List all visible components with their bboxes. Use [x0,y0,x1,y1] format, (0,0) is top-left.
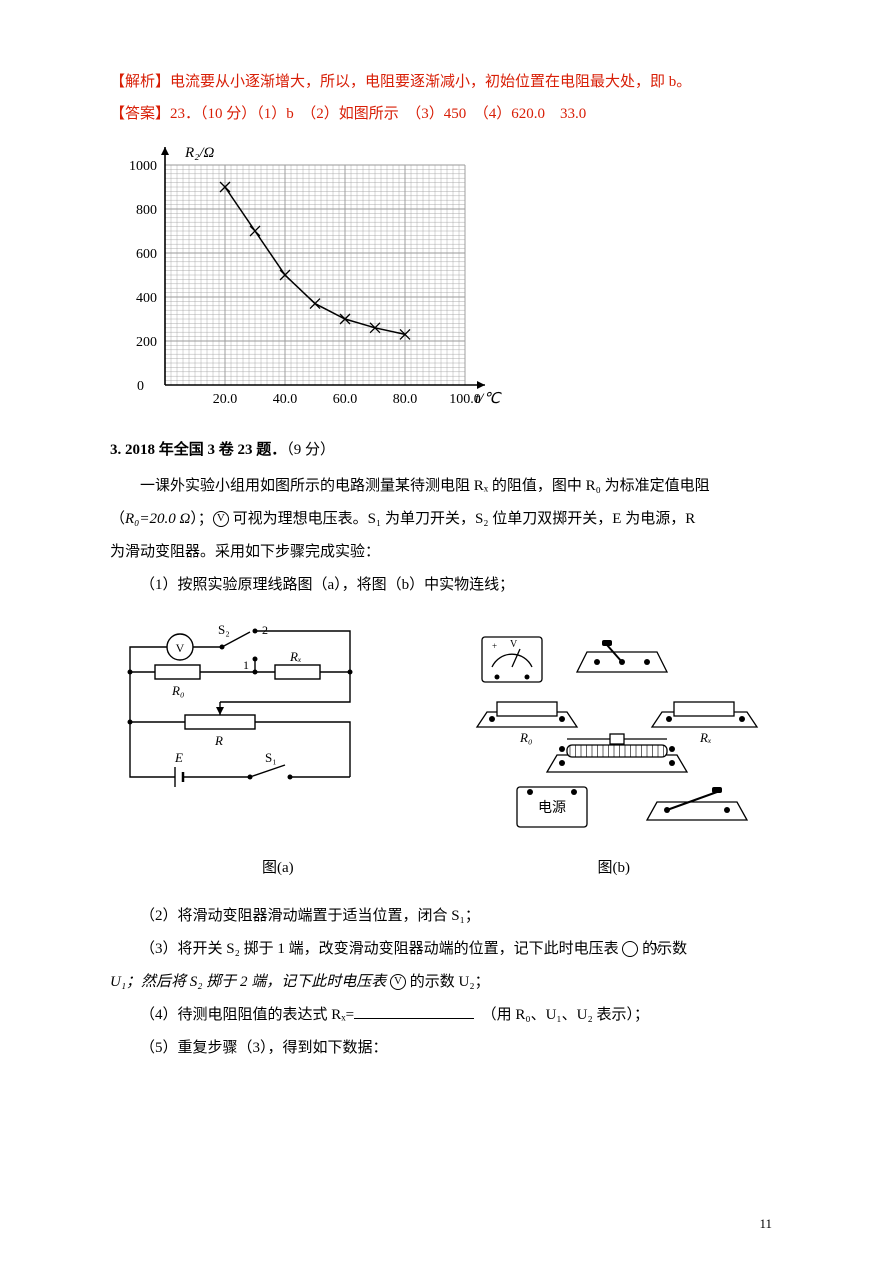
voltmeter-icon: V [622,941,638,957]
svg-text:400: 400 [136,291,157,306]
intro-line2: （R₀=20.0 Ω）；V 可视为理想电压表。S₁ 为单刀开关，S₂ 位单刀双掷… [110,503,782,536]
svg-text:0: 0 [137,379,144,394]
svg-text:200: 200 [136,335,157,350]
svg-text:S₁: S₁ [265,750,277,765]
diagram-row: V 2 1 S₂ R₀ Rₓ R E S₁ + V R₀ Rₓ 电源 [110,617,782,837]
svg-text:V: V [176,641,185,655]
problem-header: 3. 2018 年全国 3 卷 23 题． [110,442,286,458]
answer-line: 【答案】23．（10 分）（1）b （2）如图所示 （3）450 （4）620.… [110,102,782,128]
step4: （4）待测电阻阻值的表达式 Rₓ= （用 R₀、U₁、U₂ 表示）； [110,999,782,1032]
svg-text:R: R [214,733,223,748]
caption-b: 图(b) [598,852,631,885]
svg-text:1000: 1000 [129,159,157,174]
svg-text:t/℃: t/℃ [475,391,502,407]
svg-text:1: 1 [243,658,249,672]
intro-line3: 为滑动变阻器。采用如下步骤完成实验： [110,536,782,569]
answer-prefix: 【答案】 [110,106,170,122]
svg-text:+: + [492,641,497,651]
svg-text:40.0: 40.0 [273,392,298,407]
physical-diagram: + V R₀ Rₓ 电源 [462,617,782,837]
svg-text:Rₓ: Rₓ [699,730,712,745]
svg-text:2: 2 [262,623,268,637]
circuit-diagram: V 2 1 S₂ R₀ Rₓ R E S₁ [110,617,370,837]
step2: （2）将滑动变阻器滑动端置于适当位置，闭合 S₁； [110,900,782,933]
svg-text:R₂/Ω: R₂/Ω [184,145,215,161]
analysis-line: 【解析】电流要从小逐渐增大，所以，电阻要逐渐减小，初始位置在电阻最大处，即 b。 [110,70,782,96]
svg-text:20.0: 20.0 [213,392,238,407]
svg-text:80.0: 80.0 [393,392,418,407]
svg-text:电源: 电源 [538,800,566,816]
step1: （1）按照实验原理线路图（a），将图（b）中实物连线； [110,569,782,602]
rt-chart: 2004006008001000020.040.060.080.0100.0R₂… [110,135,782,430]
step5: （5）重复步骤（3），得到如下数据： [110,1032,782,1065]
page-number: 11 [759,1216,772,1232]
svg-text:S₂: S₂ [218,622,230,637]
svg-text:600: 600 [136,247,157,262]
chart-svg: 2004006008001000020.040.060.080.0100.0R₂… [110,135,510,425]
answer-text: 23．（10 分）（1）b （2）如图所示 （3）450 （4）620.0 33… [170,106,586,122]
svg-text:60.0: 60.0 [333,392,358,407]
svg-text:R₀: R₀ [519,730,532,745]
svg-text:V: V [510,639,518,650]
blank-field [354,1004,474,1019]
analysis-prefix: 【解析】 [110,74,170,90]
caption-a: 图(a) [262,852,294,885]
svg-text:E: E [174,750,183,765]
step3-line2: U₁；然后将 S₂ 掷于 2 端，记下此时电压表 V 的示数 U₂； [110,966,782,999]
voltmeter-icon: V [390,974,406,990]
svg-text:800: 800 [136,203,157,218]
caption-row: 图(a) 图(b) [110,852,782,885]
problem-points: （9 分） [286,442,335,458]
step3: （3）将开关 S₂ 掷于 1 端，改变滑动变阻器动端的位置，记下此时电压表 V … [110,933,782,966]
voltmeter-icon: V [213,511,229,527]
svg-text:Rₓ: Rₓ [289,649,302,664]
problem-header-line: 3. 2018 年全国 3 卷 23 题．（9 分） [110,438,782,464]
analysis-text: 电流要从小逐渐增大，所以，电阻要逐渐减小，初始位置在电阻最大处，即 b。 [170,74,691,90]
problem-body: 一课外实验小组用如图所示的电路测量某待测电阻 Rₓ 的阻值，图中 R₀ 为标准定… [110,470,782,1065]
svg-text:R₀: R₀ [171,683,184,698]
intro-line1: 一课外实验小组用如图所示的电路测量某待测电阻 Rₓ 的阻值，图中 R₀ 为标准定… [110,470,782,503]
